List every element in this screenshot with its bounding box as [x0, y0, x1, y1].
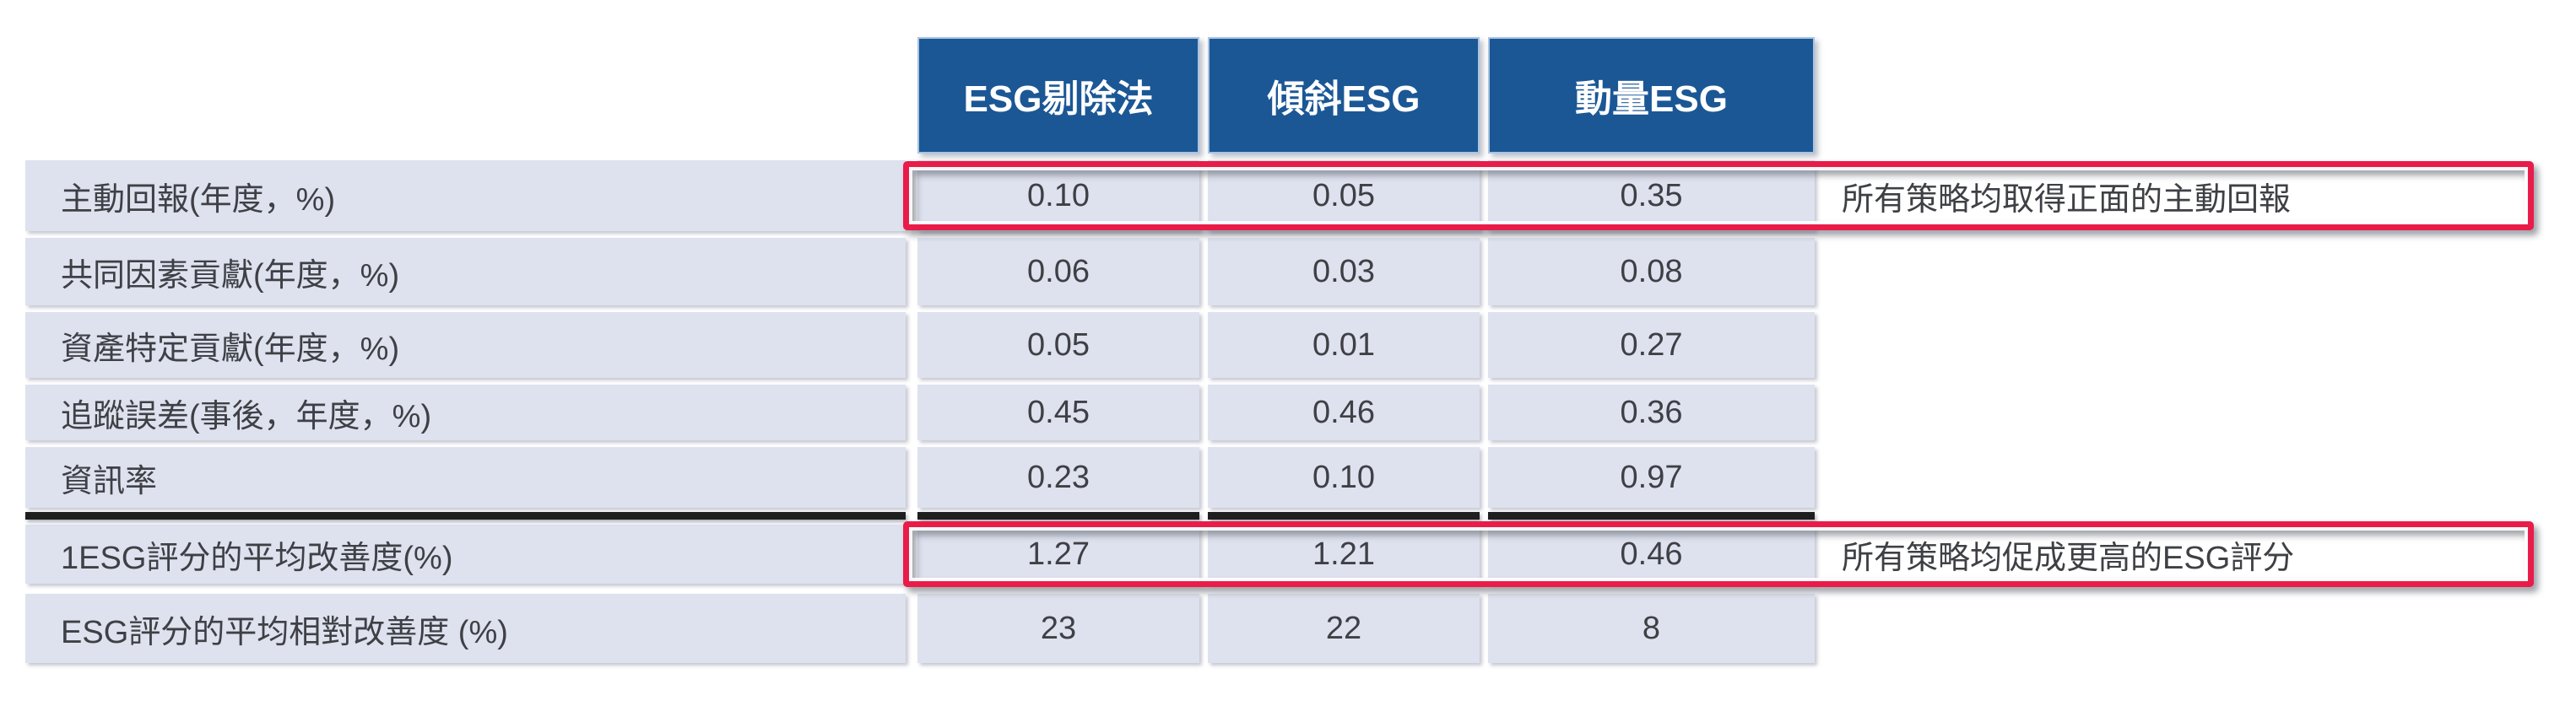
column-header-momentum-esg: 動量ESG — [1488, 37, 1815, 154]
annotation-higher-esg-score: 所有策略均促成更高的ESG評分 — [1842, 540, 2295, 576]
value-cell: 0.01 — [1208, 312, 1480, 378]
value-cell: 1.21 — [1208, 525, 1480, 584]
column-header-esg-exclusion: ESG剔除法 — [917, 37, 1199, 154]
section-divider — [25, 512, 906, 520]
row-label-active-return: 主動回報(年度，%) — [25, 160, 906, 231]
value-cell: 0.46 — [1488, 525, 1815, 584]
annotation-positive-active-return: 所有策略均取得正面的主動回報 — [1842, 181, 2292, 218]
value-cell: 0.10 — [1208, 447, 1480, 508]
row-label-common-factor-contribution: 共同因素貢獻(年度，%) — [25, 238, 906, 305]
value-cell: 0.45 — [917, 385, 1199, 440]
value-cell: 0.06 — [917, 238, 1199, 305]
row-label-avg-relative-esg-score-improvement: ESG評分的平均相對改善度 (%) — [25, 594, 906, 663]
value-cell: 0.35 — [1488, 160, 1815, 231]
value-cell: 0.23 — [917, 447, 1199, 508]
row-label-tracking-error: 追蹤誤差(事後，年度，%) — [25, 385, 906, 440]
column-header-tilted-esg: 傾斜ESG — [1208, 37, 1480, 154]
value-cell: 8 — [1488, 594, 1815, 663]
value-cell: 0.10 — [917, 160, 1199, 231]
value-cell: 23 — [917, 594, 1199, 663]
value-cell: 22 — [1208, 594, 1480, 663]
value-cell: 0.27 — [1488, 312, 1815, 378]
section-divider — [1488, 512, 1815, 520]
value-cell: 0.05 — [917, 312, 1199, 378]
value-cell: 0.97 — [1488, 447, 1815, 508]
value-cell: 1.27 — [917, 525, 1199, 584]
section-divider — [917, 512, 1199, 520]
row-label-information-ratio: 資訊率 — [25, 447, 906, 508]
row-label-avg-esg-score-improvement: 1ESG評分的平均改善度(%) — [25, 525, 906, 584]
value-cell: 0.36 — [1488, 385, 1815, 440]
row-label-asset-specific-contribution: 資產特定貢獻(年度，%) — [25, 312, 906, 378]
value-cell: 0.08 — [1488, 238, 1815, 305]
section-divider — [1208, 512, 1480, 520]
value-cell: 0.46 — [1208, 385, 1480, 440]
value-cell: 0.03 — [1208, 238, 1480, 305]
value-cell: 0.05 — [1208, 160, 1480, 231]
